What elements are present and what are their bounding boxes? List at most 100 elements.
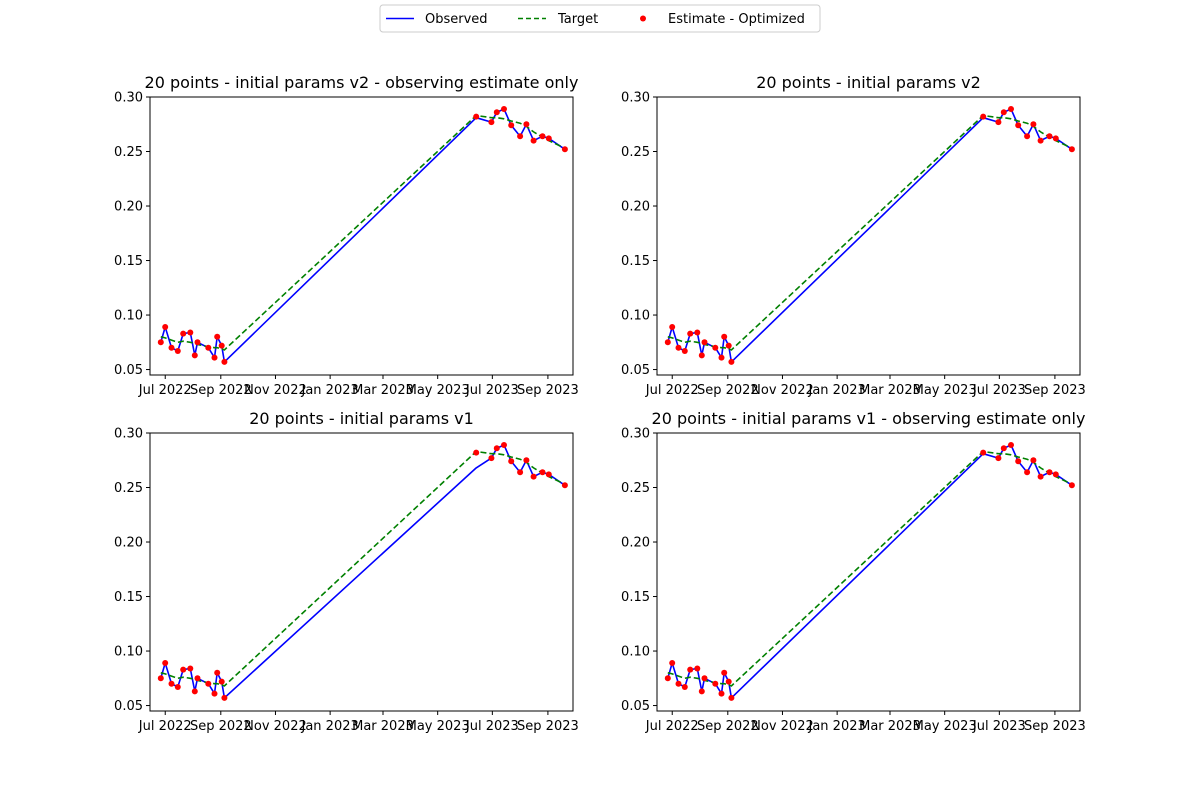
y-tick-label: 0.15 [621,590,650,605]
estimate-point [664,339,671,346]
estimate-point [517,133,524,140]
estimate-point [1052,135,1059,142]
estimate-point [1000,445,1007,452]
x-tick-label: Jul 2023 [972,383,1026,398]
estimate-point [205,344,212,351]
subplot-title: 20 points - initial params v1 [249,409,474,428]
estimate-point [523,121,530,128]
x-tick-label: Jul 2023 [972,719,1026,734]
x-tick-label: Jan 2023 [301,383,359,398]
y-tick-label: 0.30 [621,91,650,106]
target-line [667,450,1073,687]
y-tick-label: 0.25 [114,481,143,496]
estimate-point [995,455,1002,462]
x-tick-label: Sep 2023 [517,383,579,398]
estimate-point [721,669,728,676]
estimate-point [721,333,728,340]
legend-target-label: Target [557,12,598,27]
estimate-point [214,333,221,340]
estimate-point [718,354,725,361]
x-tick-label: May 2023 [913,383,977,398]
subplot-bottom-right: 20 points - initial params v1 - observin… [621,409,1086,734]
estimate-point [162,324,169,330]
estimate-point [211,354,218,361]
x-tick-label: Sep 2023 [1024,383,1086,398]
estimate-point [545,135,552,142]
estimate-point [1068,482,1075,489]
x-tick-label: May 2023 [406,719,470,734]
estimate-point [687,330,694,337]
estimate-point [218,342,225,349]
x-tick-label: Jul 2022 [645,719,699,734]
estimate-point [701,675,708,682]
subplot-title: 20 points - initial params v2 - observin… [145,73,579,92]
estimate-point [561,146,568,153]
estimate-point [561,482,568,489]
estimate-point [1030,457,1037,464]
estimate-point [1008,106,1014,112]
estimate-point [501,442,507,448]
x-tick-label: Mar 2023 [859,383,921,398]
estimate-point [980,113,987,120]
estimate-point [473,113,480,120]
estimate-point [488,119,495,126]
y-tick-label: 0.10 [114,645,143,660]
estimate-point [473,449,480,456]
y-tick-label: 0.15 [621,254,650,269]
estimate-point [168,344,175,351]
target-line [667,114,1073,351]
estimate-point [1030,121,1037,128]
estimate-point [698,688,705,695]
x-tick-label: Sep 2023 [1024,719,1086,734]
estimate-point [728,694,735,701]
estimate-point [675,680,682,687]
estimate-point [187,665,194,672]
estimate-point [205,680,212,687]
estimate-point [211,690,218,697]
estimate-point [194,675,201,682]
estimate-point [517,469,524,476]
estimate-point [675,344,682,351]
estimate-point [218,678,225,685]
estimate-point [694,329,701,336]
estimate-point [1024,469,1031,476]
x-tick-label: Sep 2022 [190,719,252,734]
estimate-point [681,348,688,354]
estimate-point [221,694,228,701]
estimate-point [669,660,676,666]
estimate-point [530,137,537,144]
estimate-point [508,458,515,465]
legend-estimate-label: Estimate - Optimized [668,12,805,27]
estimate-point [501,106,507,112]
estimate-point [157,675,164,682]
x-tick-label: May 2023 [913,719,977,734]
estimate-point [1068,146,1075,153]
estimate-point [191,352,198,359]
x-tick-label: Jan 2023 [301,719,359,734]
y-tick-label: 0.25 [114,145,143,160]
estimate-point [1008,442,1014,448]
estimate-point [718,690,725,697]
legend-estimate-swatch [640,15,646,22]
x-tick-label: Sep 2022 [697,383,759,398]
estimate-point [664,675,671,682]
x-tick-label: Nov 2022 [751,383,814,398]
y-tick-label: 0.10 [114,309,143,324]
target-line [160,450,566,687]
estimate-point [194,339,201,346]
x-tick-label: Sep 2022 [697,719,759,734]
estimate-point [694,665,701,672]
estimate-point [1046,133,1053,140]
target-line [160,114,566,351]
estimate-point [698,352,705,359]
y-tick-label: 0.05 [621,699,650,714]
y-tick-label: 0.05 [114,699,143,714]
estimate-point [157,339,164,346]
y-tick-label: 0.20 [114,200,143,215]
estimate-point [162,660,169,666]
estimate-point [712,680,719,687]
estimate-point [539,469,546,476]
estimate-point [728,358,735,365]
x-tick-label: Nov 2022 [751,719,814,734]
y-tick-label: 0.05 [621,363,650,378]
